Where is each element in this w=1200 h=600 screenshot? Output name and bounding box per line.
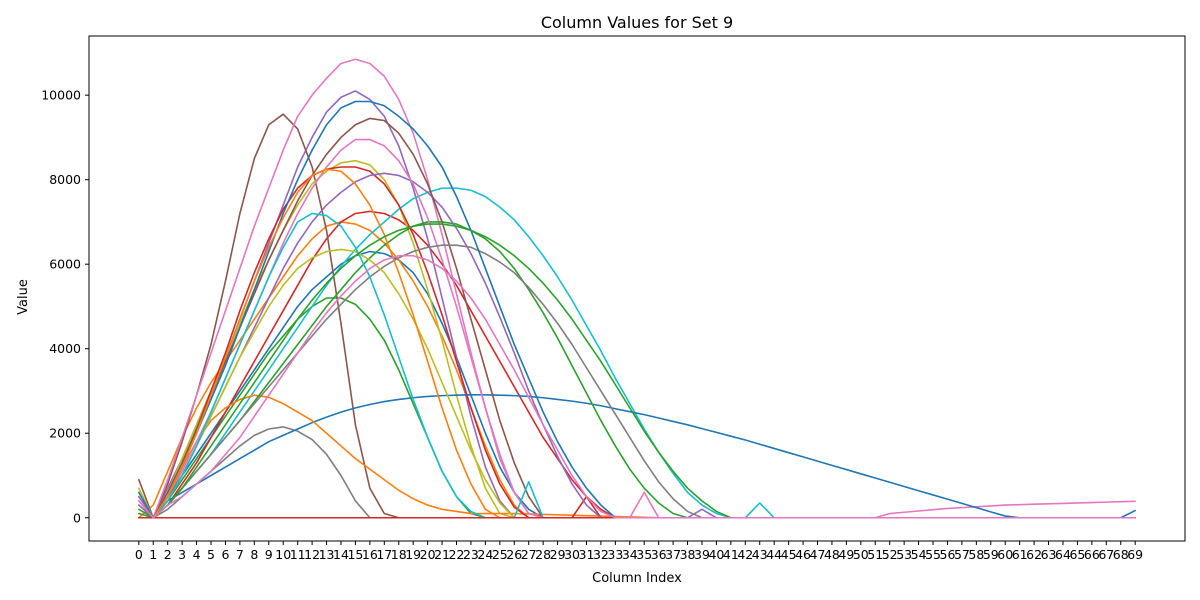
y-axis-label: Value	[16, 279, 31, 315]
x-tick-label: 66	[1084, 547, 1100, 562]
series-line-17	[138, 138, 1136, 519]
x-tick-label: 57	[954, 547, 970, 562]
x-tick-label: 33	[607, 547, 623, 562]
x-tick-label: 20	[420, 547, 436, 562]
x-tick-label: 9	[265, 547, 273, 562]
x-tick-label: 26	[506, 547, 522, 562]
x-tick-label: 38	[680, 547, 696, 562]
x-tick-label: 46	[795, 547, 811, 562]
x-tick-label: 24	[477, 547, 493, 562]
x-tick-label: 25	[492, 547, 508, 562]
x-tick-label: 29	[550, 547, 566, 562]
x-tick-label: 4	[193, 547, 201, 562]
x-tick-label: 47	[810, 547, 826, 562]
y-tick-label: 6000	[49, 257, 81, 272]
x-tick-label: 35	[636, 547, 652, 562]
x-tick-label: 17	[376, 547, 392, 562]
x-tick-label: 42	[737, 547, 753, 562]
x-tick-label: 34	[622, 547, 638, 562]
x-tick-label: 0	[135, 547, 143, 562]
x-axis-label: Column Index	[592, 571, 682, 586]
x-tick-label: 48	[824, 547, 840, 562]
x-tick-label: 55	[925, 547, 941, 562]
x-tick-label: 14	[333, 547, 349, 562]
series-line-2	[138, 221, 1136, 519]
y-tick-label: 2000	[49, 426, 81, 441]
x-tick-label: 64	[1055, 547, 1071, 562]
x-tick-label: 16	[362, 547, 378, 562]
x-tick-label: 60	[997, 547, 1013, 562]
x-tick-label: 51	[867, 547, 883, 562]
x-tick-label: 39	[694, 547, 710, 562]
series-line-16	[138, 117, 1136, 519]
x-tick-label: 15	[347, 547, 363, 562]
x-tick-label: 3	[178, 547, 186, 562]
x-tick-label: 67	[1098, 547, 1114, 562]
series-line-25	[138, 254, 1136, 519]
x-tick-label: 65	[1069, 547, 1085, 562]
x-tick-label: 63	[1041, 547, 1057, 562]
x-tick-label: 44	[766, 547, 782, 562]
x-tick-label: 12	[304, 547, 320, 562]
x-tick-label: 21	[434, 547, 450, 562]
y-tick-label: 10000	[41, 88, 81, 103]
x-tick-label: 5	[207, 547, 215, 562]
x-tick-label: 59	[983, 547, 999, 562]
x-tick-label: 19	[405, 547, 421, 562]
series-line-6	[138, 113, 1136, 519]
x-tick-label: 50	[853, 547, 869, 562]
x-tick-label: 22	[449, 547, 465, 562]
x-tick-label: 7	[236, 547, 244, 562]
x-tick-label: 2	[164, 547, 172, 562]
x-tick-label: 31	[579, 547, 595, 562]
plot-area-frame	[88, 35, 1186, 542]
x-tick-label: 54	[911, 547, 927, 562]
x-tick-label: 23	[463, 547, 479, 562]
x-tick-label: 13	[319, 547, 335, 562]
series-line-11	[138, 393, 1136, 519]
x-tick-label: 52	[882, 547, 898, 562]
x-tick-label: 37	[665, 547, 681, 562]
y-tick-label: 0	[73, 510, 81, 525]
x-tick-label: 68	[1113, 547, 1129, 562]
x-tick-label: 10	[275, 547, 291, 562]
x-tick-label: 41	[723, 547, 739, 562]
x-tick-label: 58	[968, 547, 984, 562]
x-axis-ticks: 0 1 2 3 4 5 6 7 8 9 101112131415161718192021222324…	[135, 541, 1143, 562]
x-tick-label: 18	[391, 547, 407, 562]
x-tick-label: 30	[564, 547, 580, 562]
x-tick-label: 62	[1026, 547, 1042, 562]
series-line-5	[138, 90, 1136, 519]
x-tick-label: 1	[149, 547, 157, 562]
series-line-15	[138, 172, 1136, 519]
x-tick-label: 28	[535, 547, 551, 562]
x-tick-label: 56	[940, 547, 956, 562]
x-tick-label: 40	[708, 547, 724, 562]
x-tick-label: 53	[896, 547, 912, 562]
x-tick-label: 27	[521, 547, 537, 562]
x-tick-label: 49	[838, 547, 854, 562]
x-tick-label: 6	[221, 547, 229, 562]
series-line-18	[138, 244, 1136, 519]
y-tick-label: 4000	[49, 341, 81, 356]
x-tick-label: 45	[781, 547, 797, 562]
chart-title: Column Values for Set 9	[541, 13, 733, 32]
series-line-9	[138, 159, 1136, 519]
x-tick-label: 32	[593, 547, 609, 562]
series-line-3	[138, 297, 1136, 519]
x-tick-label: 43	[752, 547, 768, 562]
y-tick-label: 8000	[49, 172, 81, 187]
y-axis-ticks: 0 2000 4000 6000 8000 10000	[41, 88, 89, 525]
series-line-21	[138, 100, 1136, 519]
series-lines	[138, 58, 1136, 519]
x-tick-label: 8	[250, 547, 258, 562]
x-tick-label: 36	[651, 547, 667, 562]
x-tick-label: 11	[290, 547, 306, 562]
series-line-13	[138, 221, 1136, 519]
x-tick-label: 69	[1127, 547, 1143, 562]
x-tick-label: 61	[1012, 547, 1028, 562]
